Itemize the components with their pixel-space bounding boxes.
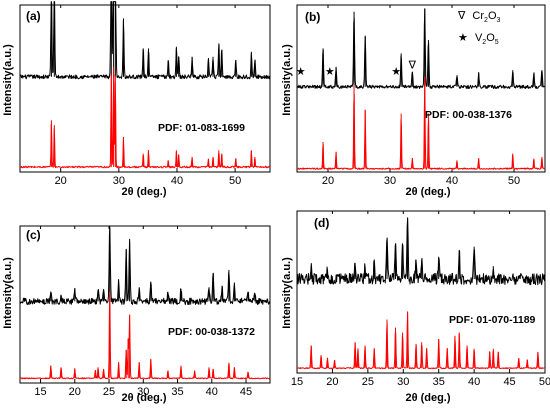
panel-d-sample-pattern: [296, 217, 546, 286]
panel-b-xlabel: 2θ (deg.): [405, 186, 450, 198]
legend-v2o5-symbol: ★: [458, 32, 468, 44]
panel-b-phase-marker: ★: [325, 66, 335, 78]
panel-a-sample-pattern: [19, 1, 271, 80]
panel-c-reference-pattern: [19, 298, 271, 380]
panel-b-legend: ∇ Cr2O3 ★ V2O5: [457, 10, 501, 46]
panel-b-phase-marker: ★: [296, 66, 306, 78]
panel-b-reference-pattern: [296, 79, 546, 170]
panel-d-reference-pattern: [296, 312, 546, 370]
panel-b-label: (b): [305, 10, 320, 24]
panel-d-ylabel: Intensity(a.u.): [281, 257, 293, 329]
panel-c-xlabel: 2θ (deg.): [121, 392, 166, 404]
panel-a-xtick-label: 30: [113, 175, 125, 187]
panel-a-label: (a): [26, 9, 41, 23]
panel-c-xtick-label: 20: [69, 386, 81, 398]
panel-c-sample-pattern: [19, 227, 271, 305]
panel-b-xtick-label: 50: [508, 175, 520, 187]
panel-d-xtick-label: 35: [433, 376, 445, 388]
panel-c-label: (c): [26, 228, 41, 242]
panel-c-xtick-label: 40: [206, 386, 218, 398]
panel-d-xtick-label: 50: [539, 376, 550, 388]
panel-d: Intensity(a.u.) 2θ (deg.) 15 20 25 30 35 40 45…: [281, 210, 550, 404]
panel-d-frame: [296, 210, 546, 374]
panel-a-xtick-label: 20: [55, 175, 67, 187]
panel-b-xtick-label: 30: [384, 175, 396, 187]
panel-b-frame: [296, 4, 546, 173]
panel-b: Intensity(a.u.) 2θ (deg.) 20 30 40 50 ★ ★ ★ ∇ (…: [281, 4, 546, 198]
legend-cr2o3: ∇ Cr2O3: [457, 10, 501, 24]
panel-a-xtick-label: 40: [171, 175, 183, 187]
panel-d-xtick-label: 20: [326, 376, 338, 388]
panel-b-xtick-label: 20: [322, 175, 334, 187]
panel-d-xtick-label: 40: [468, 376, 480, 388]
panel-d-label: (d): [314, 216, 329, 230]
panel-a-xtick-label: 50: [229, 175, 241, 187]
panel-c: Intensity(a.u.) 2θ (deg.) 15 20 25 30 35 40 45…: [2, 225, 271, 404]
panel-d-reference-label: PDF: 01-070-1189: [449, 314, 536, 326]
panel-d-xtick-label: 25: [362, 376, 374, 388]
legend-cr2o3-symbol: ∇: [457, 10, 466, 22]
panel-b-xtick-label: 40: [446, 175, 458, 187]
panel-b-sample-pattern: [296, 8, 546, 89]
panel-a-frame: [19, 4, 271, 173]
panel-c-frame: [19, 225, 271, 384]
panel-b-phase-marker: ∇: [408, 59, 417, 71]
panel-a-reference-label: PDF: 01-083-1699: [158, 122, 245, 134]
panel-d-xtick-label: 15: [291, 376, 303, 388]
panel-d-xlabel: 2θ (deg.): [405, 392, 450, 404]
panel-b-reference-label: PDF: 00-038-1376: [425, 109, 512, 121]
panel-c-xtick-label: 45: [240, 386, 252, 398]
panel-b-phase-marker: ★: [391, 66, 401, 78]
panel-b-ylabel: Intensity(a.u.): [281, 44, 293, 116]
panel-c-xtick-label: 35: [171, 386, 183, 398]
panel-a: Intensity(a.u.) 2θ (deg.) 20 30 40 50 (a) P…: [2, 1, 271, 198]
panel-c-xtick-label: 25: [103, 386, 115, 398]
panel-d-xtick-label: 30: [397, 376, 409, 388]
panel-c-ylabel: Intensity(a.u.): [2, 257, 14, 329]
legend-v2o5: ★ V2O5: [458, 32, 499, 46]
panel-a-reference-pattern: [19, 73, 271, 169]
panel-a-ylabel: Intensity(a.u.): [2, 44, 14, 116]
panel-c-xtick-label: 15: [34, 386, 46, 398]
panel-c-reference-label: PDF: 00-038-1372: [168, 326, 255, 338]
panel-a-xlabel: 2θ (deg.): [121, 186, 166, 198]
panel-c-xtick-label: 30: [137, 386, 149, 398]
panel-d-xtick-label: 45: [503, 376, 515, 388]
